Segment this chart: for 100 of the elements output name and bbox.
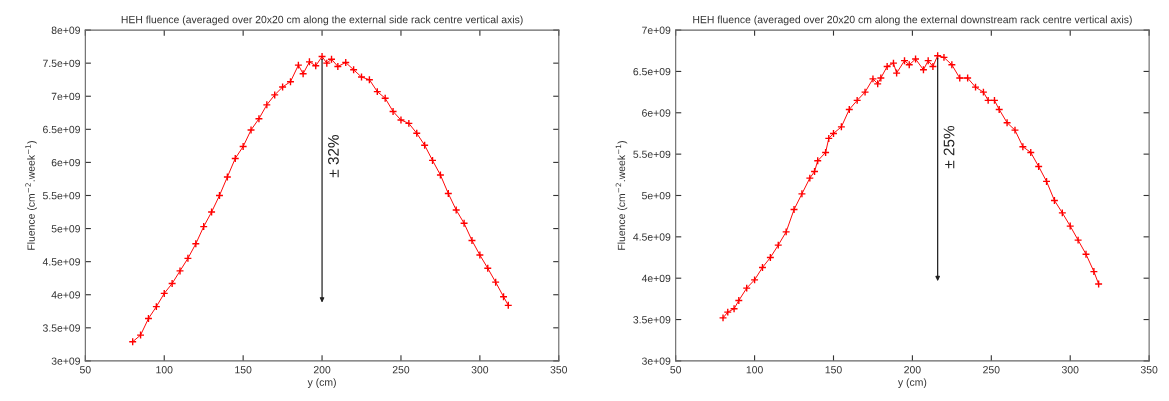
x-tick-label: 200 [904, 366, 921, 374]
point [837, 122, 846, 132]
y-tick-label: 3.5e+09 [633, 316, 671, 324]
point [223, 172, 232, 182]
x-tick-label: 300 [471, 366, 489, 374]
x-tick-label: 250 [392, 366, 410, 374]
point [1094, 279, 1103, 289]
x-tick-label: 200 [313, 366, 331, 374]
point [805, 173, 814, 183]
y-tick-label: 7e+09 [51, 92, 80, 101]
x-tick-label: 100 [156, 366, 173, 374]
point [183, 254, 193, 263]
point [191, 239, 200, 248]
x-tick-label: 100 [746, 366, 763, 374]
y-tick-label: 8e+09 [51, 26, 80, 34]
point [963, 73, 972, 83]
point [333, 62, 343, 71]
point [298, 69, 308, 78]
point [381, 94, 390, 103]
point [262, 100, 271, 110]
y-tick-label: 5e+09 [51, 225, 80, 233]
y-tick-label: 5.5e+09 [42, 191, 80, 200]
point [136, 330, 145, 340]
point [983, 96, 993, 105]
y-tick-label: 6.5e+09 [633, 67, 671, 76]
point [868, 74, 878, 84]
x-tick-label: 150 [825, 366, 842, 374]
point [1010, 125, 1020, 135]
point [294, 60, 303, 70]
chart-title: HEH fluence (averaged over 20x20 cm along the external side rack centre vertical axis) [121, 15, 523, 26]
point [1081, 250, 1091, 259]
y-tick-label: 3e+09 [51, 357, 80, 365]
point [928, 62, 938, 71]
x-tick-label: 150 [235, 366, 252, 374]
y-tick-label: 3e+09 [641, 357, 671, 365]
point [1058, 208, 1067, 218]
y-tick-label: 7.5e+09 [43, 59, 80, 68]
point [404, 119, 414, 128]
point [1018, 142, 1028, 151]
point [971, 82, 980, 92]
x-tick-label: 50 [79, 366, 91, 374]
point [467, 236, 477, 245]
point [750, 275, 759, 285]
point [278, 82, 287, 92]
y-tick-label: 4e+09 [641, 274, 671, 283]
point [246, 125, 256, 135]
y-tick-label: 7e+09 [642, 26, 671, 34]
annotation: ± 25% [943, 125, 955, 169]
point [853, 96, 862, 105]
y-tick-label: 4.5e+09 [633, 233, 671, 241]
point [947, 60, 957, 69]
y-tick-label: 3.5e+09 [42, 324, 80, 332]
point [979, 87, 988, 97]
point [797, 189, 807, 199]
point [436, 170, 445, 180]
point [789, 205, 799, 214]
point [175, 266, 185, 276]
point [911, 54, 920, 64]
point [475, 250, 485, 260]
x-tick-label: 250 [983, 366, 1000, 374]
point [860, 87, 870, 97]
point [1002, 118, 1012, 127]
point [924, 56, 933, 65]
point [452, 205, 461, 215]
chart-title: HEH fluence (averaged over 20x20 cm along the external downstream rack centre vertical axis) [693, 15, 1132, 26]
point [167, 279, 177, 288]
y-tick-label: 4.5e+09 [42, 258, 80, 266]
x-tick-label: 350 [1140, 366, 1158, 374]
point [396, 115, 406, 125]
x-axis-title: y (cm) [307, 378, 336, 388]
point [388, 107, 398, 116]
point [905, 60, 914, 69]
point [939, 53, 949, 62]
x-tick-label: 300 [1061, 366, 1079, 374]
y-axis-title: Fluence (cm$^{−2}$.week$^{−1}$) [615, 141, 628, 250]
point [774, 240, 783, 250]
y-tick-label: 5.5e+09 [633, 150, 671, 159]
point [734, 296, 743, 305]
point [892, 68, 901, 78]
point [357, 72, 366, 82]
x-tick-label: 350 [550, 366, 568, 374]
point [781, 227, 791, 237]
point [491, 277, 500, 287]
y-tick-label: 6.5e+09 [43, 125, 80, 134]
point [305, 57, 314, 67]
point [459, 219, 469, 228]
point [238, 142, 248, 151]
y-tick-label: 4e+09 [51, 291, 80, 299]
point [742, 283, 751, 293]
point [207, 207, 216, 217]
y-axis-title: Fluence (cm$^{−2}$.week$^{−1}$) [25, 141, 37, 250]
point [1066, 221, 1075, 231]
point [270, 90, 279, 100]
point [254, 114, 264, 123]
x-tick-label: 50 [670, 366, 682, 374]
y-tick-label: 6e+09 [642, 109, 671, 117]
point [1089, 267, 1099, 276]
point [1073, 235, 1083, 245]
point [955, 73, 964, 83]
y-tick-label: 5e+09 [641, 191, 671, 200]
